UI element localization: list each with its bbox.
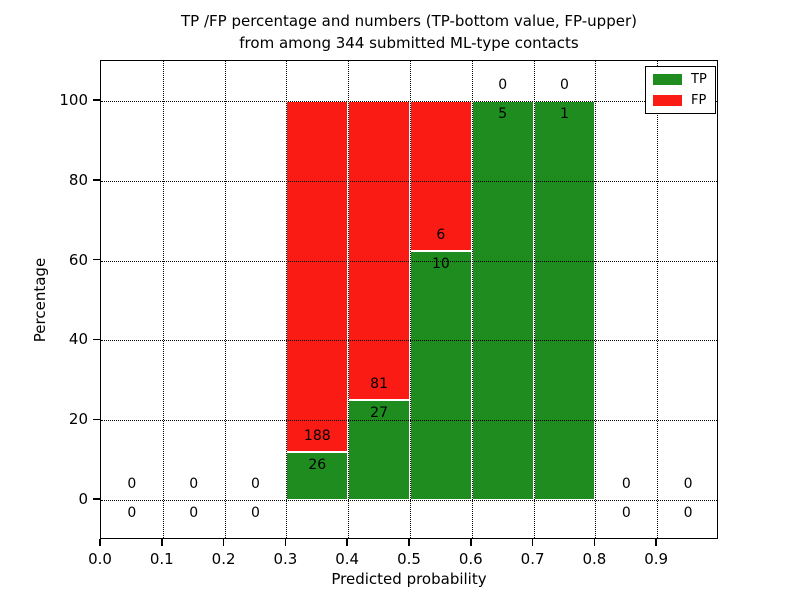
- bar-segment-tp: [410, 250, 472, 501]
- y-axis-tick: [93, 338, 100, 341]
- gridline-horizontal: [101, 420, 717, 422]
- tp-count-label: 10: [431, 255, 450, 272]
- tp-count-label: 0: [251, 505, 260, 522]
- legend-swatch-tp: [653, 74, 682, 85]
- x-tick-label: 0.1: [149, 550, 174, 568]
- gridline-vertical: [410, 61, 411, 538]
- tp-count-label: 5: [498, 105, 508, 122]
- tp-count-label: 27: [370, 405, 389, 422]
- fp-count-label: 81: [370, 376, 389, 393]
- gridline-vertical: [533, 61, 535, 538]
- x-tick-label: 0.9: [644, 550, 669, 568]
- chart-title-line2: from among 344 submitted ML-type contact…: [239, 34, 579, 52]
- fp-count-label: 6: [436, 226, 446, 243]
- gridline-vertical: [162, 61, 164, 538]
- tp-count-label: 1: [560, 105, 569, 122]
- gridline-vertical: [348, 61, 350, 538]
- bar-segment-fp: [348, 100, 410, 401]
- legend-item: TP: [653, 73, 708, 86]
- y-tick-label: 40: [68, 330, 88, 349]
- x-axis-tick: [408, 539, 410, 546]
- fp-count-label: 0: [621, 476, 631, 493]
- fp-count-label: 0: [560, 76, 569, 93]
- y-axis-tick: [93, 418, 100, 420]
- fp-count-label: 0: [683, 476, 693, 493]
- fp-count-label: 0: [127, 476, 137, 493]
- x-axis-tick: [222, 539, 225, 546]
- bar-segment-tp: [348, 400, 410, 501]
- gridline-horizontal: [101, 340, 717, 342]
- x-axis-tick: [346, 539, 348, 546]
- x-axis-tick: [284, 539, 287, 546]
- tp-count-label: 0: [621, 505, 631, 522]
- x-tick-label: 0.0: [88, 550, 112, 568]
- y-tick-label: 80: [68, 170, 88, 189]
- gridline-horizontal: [101, 500, 717, 502]
- y-axis-tick: [93, 99, 100, 101]
- plot-area: 0 0 0 0 0 0 188 26 81 27 6 10 0 5 0 1 0 0 0 0: [100, 60, 718, 539]
- y-axis-tick: [93, 498, 100, 500]
- tp-count-label: 0: [189, 505, 199, 522]
- x-axis-tick: [531, 539, 534, 546]
- x-axis-tick: [593, 539, 596, 546]
- legend-item: FP: [653, 94, 708, 107]
- y-axis-label: Percentage: [31, 257, 49, 343]
- gridline-horizontal: [101, 180, 717, 182]
- x-axis-label: Predicted probability: [331, 570, 487, 588]
- y-axis-tick: [93, 258, 100, 261]
- y-axis-tick: [93, 179, 100, 181]
- legend-label: FP: [691, 93, 707, 108]
- x-tick-label: 0.4: [335, 550, 360, 568]
- x-tick-label: 0.2: [211, 550, 236, 568]
- gridline-vertical: [657, 61, 659, 538]
- fp-count-label: 0: [251, 476, 260, 493]
- x-axis-tick: [99, 539, 101, 546]
- legend-label: TP: [691, 72, 707, 87]
- bar-segment-tp: [471, 100, 534, 501]
- bar-segment-tp: [533, 100, 596, 501]
- x-axis-tick: [161, 539, 163, 546]
- fp-count-label: 0: [189, 476, 199, 493]
- gridline-horizontal: [101, 260, 717, 262]
- x-axis-tick: [470, 539, 472, 546]
- fp-count-label: 0: [498, 76, 508, 93]
- x-tick-label: 0.5: [397, 550, 421, 568]
- x-tick-label: 0.3: [273, 550, 298, 568]
- gridline-vertical: [471, 61, 473, 538]
- gridline-horizontal: [101, 100, 717, 102]
- legend-swatch-fp: [653, 95, 682, 106]
- gridline-vertical: [224, 61, 226, 538]
- y-tick-label: 20: [68, 410, 88, 429]
- gridline-vertical: [595, 61, 597, 538]
- y-tick-label: 100: [59, 90, 88, 109]
- plot-canvas: 0 0 0 0 0 0 188 26 81 27 6 10 0 5 0 1 0 0 0 0: [101, 61, 717, 538]
- chart-title: TP /FP percentage and numbers (TP-bottom…: [100, 10, 718, 54]
- bar-segment-fp: [286, 100, 349, 452]
- bar-segment-tp: [286, 451, 349, 501]
- tp-count-label: 0: [683, 505, 693, 522]
- x-tick-label: 0.7: [520, 550, 545, 568]
- tp-count-label: 0: [127, 505, 137, 522]
- gridline-vertical: [286, 61, 288, 538]
- tp-count-label: 26: [308, 456, 327, 473]
- fp-count-label: 188: [303, 427, 331, 444]
- x-tick-label: 0.6: [458, 550, 483, 568]
- y-tick-label: 60: [68, 250, 88, 269]
- chart-title-line1: TP /FP percentage and numbers (TP-bottom…: [181, 12, 637, 30]
- y-tick-label: 0: [78, 490, 88, 509]
- x-tick-label: 0.8: [582, 550, 607, 568]
- legend-box: TP FP: [645, 66, 716, 114]
- x-axis-tick: [655, 539, 657, 546]
